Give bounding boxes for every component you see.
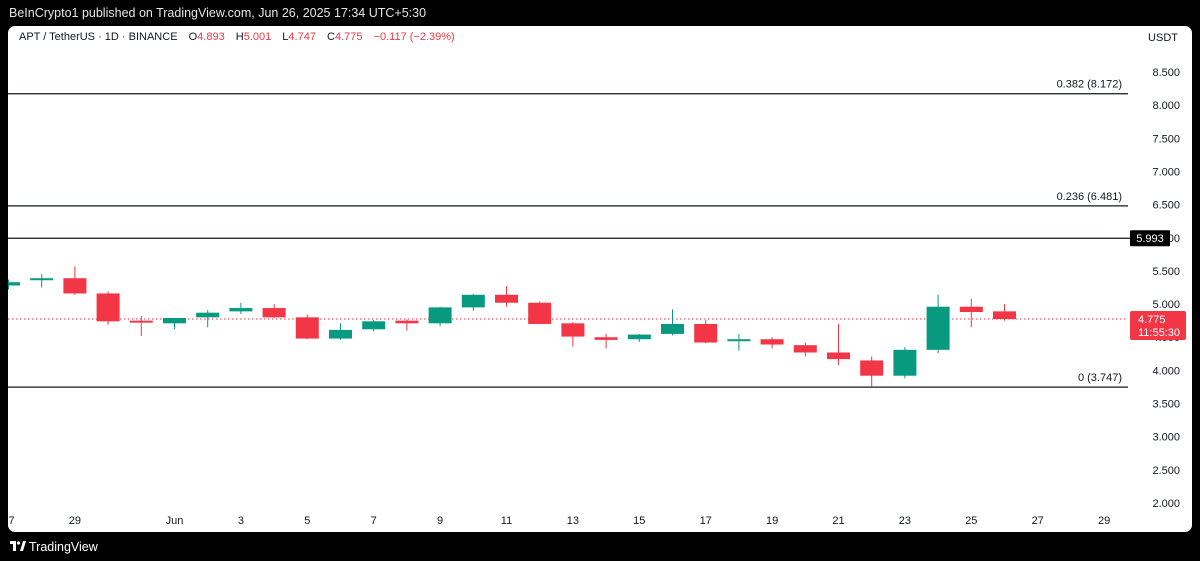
x-tick-label: 29: [1098, 515, 1110, 527]
y-tick-label: 3.500: [1152, 399, 1180, 411]
y-tick-label: 8.000: [1152, 100, 1180, 112]
candle-body: [229, 308, 253, 312]
x-tick-label: 23: [899, 515, 911, 527]
brand-name: TradingView: [29, 540, 98, 554]
x-tick-label: 19: [766, 515, 778, 527]
y-tick-label: 7.500: [1152, 133, 1180, 145]
high-value: 5.001: [243, 31, 272, 43]
y-tick-label: 6.500: [1152, 200, 1180, 212]
candle-body: [96, 293, 120, 322]
marked-level-badge: [1130, 230, 1170, 247]
x-tick-label: 17: [700, 515, 712, 527]
candle-body: [760, 339, 784, 345]
y-tick-label: 3.000: [1152, 432, 1180, 444]
bar-countdown: 11:55:30: [1138, 327, 1180, 339]
candle-body: [694, 323, 718, 343]
close-value: 4.775: [334, 31, 363, 43]
high-label: H: [235, 31, 244, 43]
last-price-badge: [1130, 310, 1186, 340]
x-tick-label: 21: [832, 515, 844, 527]
x-tick-label: 13: [567, 515, 579, 527]
change-value: −0.117 (−2.39%): [373, 31, 455, 43]
close-label: C: [327, 31, 335, 43]
x-tick-label: 29: [69, 515, 81, 527]
currency-label[interactable]: USDT: [1148, 32, 1178, 44]
open-label: O: [188, 31, 198, 43]
y-tick-label: 7.000: [1152, 166, 1180, 178]
candle-body: [63, 278, 87, 294]
candle-body: [30, 278, 54, 281]
candle-body: [661, 323, 684, 334]
candle-body: [727, 339, 751, 342]
x-tick-label: 9: [437, 515, 443, 527]
candle-body: [561, 323, 585, 337]
candle-body: [793, 345, 817, 353]
candle-body: [362, 321, 386, 330]
candle-body: [594, 337, 618, 340]
low-value: 4.747: [288, 31, 316, 43]
x-tick-label: 15: [633, 515, 645, 527]
candle-body: [196, 312, 220, 318]
candle-body: [329, 329, 352, 339]
x-tick-label: Jun: [166, 515, 184, 527]
candle-body: [893, 349, 917, 376]
fib-level-label: 0.236 (6.481): [1057, 191, 1122, 203]
symbol-info[interactable]: APT / TetherUS · 1D · BINANCE: [19, 31, 178, 43]
candle-body: [262, 308, 286, 318]
candle-body: [926, 306, 950, 350]
candle-body: [860, 360, 884, 376]
x-tick-label: 25: [965, 515, 977, 527]
candle-body: [528, 302, 552, 324]
candle-body: [993, 311, 1016, 319]
x-tick-label: 7: [371, 515, 377, 527]
candle-body: [129, 320, 153, 323]
open-value: 4.893: [197, 31, 225, 43]
x-tick-label: 27: [8, 515, 15, 527]
fib-level-label: 0.382 (8.172): [1057, 79, 1122, 91]
marked-level-value: 5.993: [1136, 233, 1164, 245]
candle-body: [295, 317, 319, 339]
attribution-text: BeInCrypto1 published on TradingView.com…: [9, 6, 427, 20]
x-tick-label: 5: [304, 515, 310, 527]
candle-body: [959, 306, 983, 313]
y-tick-label: 8.500: [1152, 67, 1180, 79]
candle-body: [495, 294, 518, 303]
y-tick-label: 5.500: [1152, 266, 1180, 278]
y-tick-label: 2.000: [1152, 498, 1180, 510]
x-tick-label: 3: [238, 515, 244, 527]
y-tick-label: 2.500: [1152, 465, 1180, 477]
candle-body: [8, 282, 20, 286]
candle-body: [163, 318, 186, 324]
x-tick-label: 11: [501, 515, 512, 527]
y-tick-label: 5.000: [1152, 299, 1180, 311]
attribution-bar: BeInCrypto1 published on TradingView.com…: [0, 0, 1200, 26]
candle-body: [627, 334, 651, 340]
chart-canvas[interactable]: 8.5008.0007.5007.0006.5006.0005.5005.000…: [8, 26, 1192, 532]
fib-level-label: 0 (3.747): [1078, 372, 1122, 384]
last-price-value: 4.775: [1138, 314, 1166, 326]
y-tick-label: 4.000: [1152, 365, 1180, 377]
candle-body: [827, 352, 850, 360]
low-label: L: [282, 31, 289, 43]
candle-body: [395, 320, 419, 324]
x-tick-label: 27: [1032, 515, 1044, 527]
tradingview-logo-icon: [10, 541, 26, 551]
chart-panel[interactable]: 8.5008.0007.5007.0006.5006.0005.5005.000…: [8, 26, 1192, 532]
candle-body: [461, 294, 485, 308]
candle-body: [428, 307, 452, 324]
symbol-legend: APT / TetherUS · 1D · BINANCE O4.893 H5.…: [19, 31, 455, 43]
footer-bar: TradingView: [0, 536, 1200, 561]
